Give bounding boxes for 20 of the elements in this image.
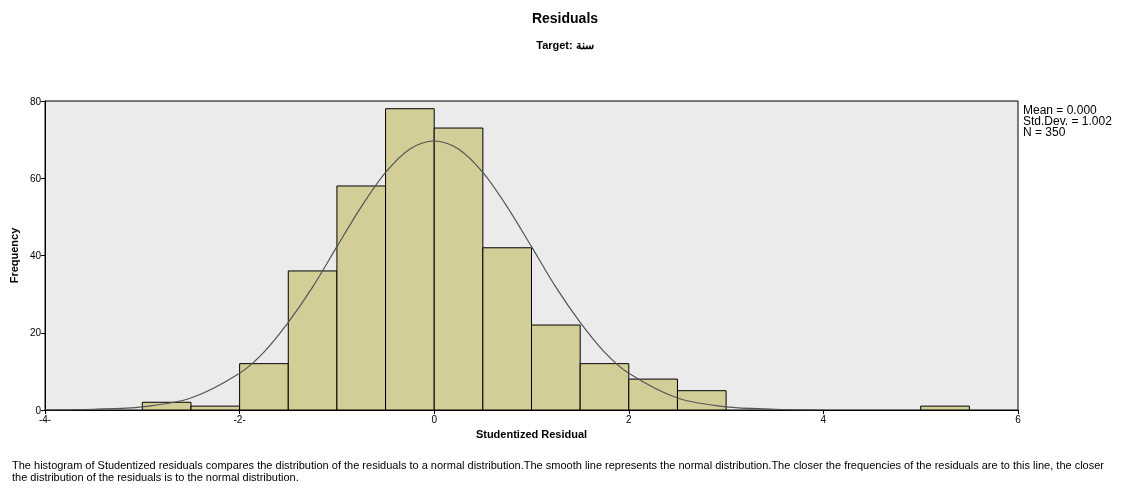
x-tick-label: 4 — [820, 413, 827, 425]
y-tick-label: 60 — [29, 172, 42, 184]
y-tick-label: 0 — [35, 404, 42, 416]
x-tick-label: 0 — [431, 413, 438, 425]
y-axis-title: Frequency — [7, 226, 20, 284]
x-tick-label: 6 — [1015, 413, 1022, 425]
y-tick-label: 40 — [29, 250, 42, 261]
x-tick-label: -4- — [38, 413, 52, 425]
chart-subtitle: Target: سنة — [536, 38, 594, 51]
x-tick-label: -2- — [233, 413, 246, 425]
text: The histogram of Studentized residuals compares the distribution of the residuals to a normal distribution.The smooth line represents the normal distribution.The closer the frequencies of the residuals are to this line, the closer the distribution of the residuals is to the normal distribution. — [12, 459, 1108, 483]
text: N = 350 — [1023, 125, 1066, 139]
x-axis-title: Studentized Residual — [475, 428, 588, 441]
text: Std.Dev. = 1.002 — [1023, 114, 1113, 128]
line-series — [44, 140, 824, 411]
x-tick-label: 2 — [626, 413, 633, 425]
y-tick-label: 80 — [29, 95, 42, 107]
y-tick-label: 20 — [29, 327, 42, 339]
chart-title: Residuals — [531, 10, 599, 26]
text: Mean = 0.000 — [1023, 103, 1098, 117]
